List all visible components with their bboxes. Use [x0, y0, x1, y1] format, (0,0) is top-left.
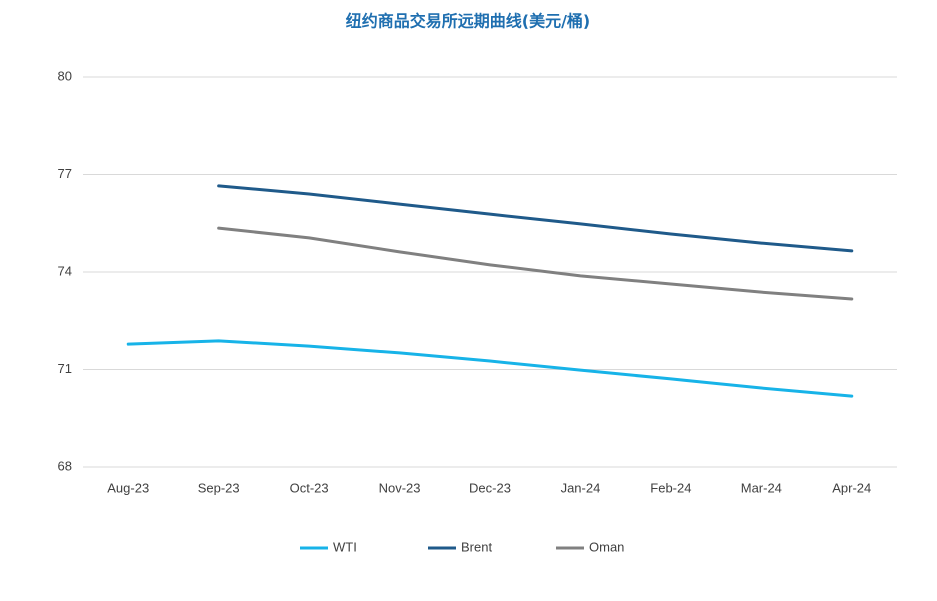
y-tick-label: 71 [58, 361, 72, 376]
x-tick-label: Mar-24 [741, 480, 782, 495]
legend-label: Oman [589, 539, 624, 554]
x-tick-label: Sep-23 [198, 480, 240, 495]
x-tick-label: Nov-23 [379, 480, 421, 495]
legend-label: Brent [461, 539, 492, 554]
x-tick-label: Jan-24 [561, 480, 601, 495]
y-tick-label: 77 [58, 166, 72, 181]
y-tick-label: 80 [58, 68, 72, 83]
x-tick-label: Dec-23 [469, 480, 511, 495]
legend-label: WTI [333, 539, 357, 554]
x-tick-label: Feb-24 [650, 480, 691, 495]
y-tick-label: 74 [58, 263, 72, 278]
x-tick-label: Aug-23 [107, 480, 149, 495]
x-tick-label: Apr-24 [832, 480, 871, 495]
series-line [126, 339, 854, 398]
series-line [217, 226, 854, 301]
chart-title: 纽约商品交易所远期曲线(美元/桶) [346, 12, 590, 31]
series-line [217, 184, 854, 253]
y-tick-label: 68 [58, 458, 72, 473]
x-tick-label: Oct-23 [290, 480, 329, 495]
